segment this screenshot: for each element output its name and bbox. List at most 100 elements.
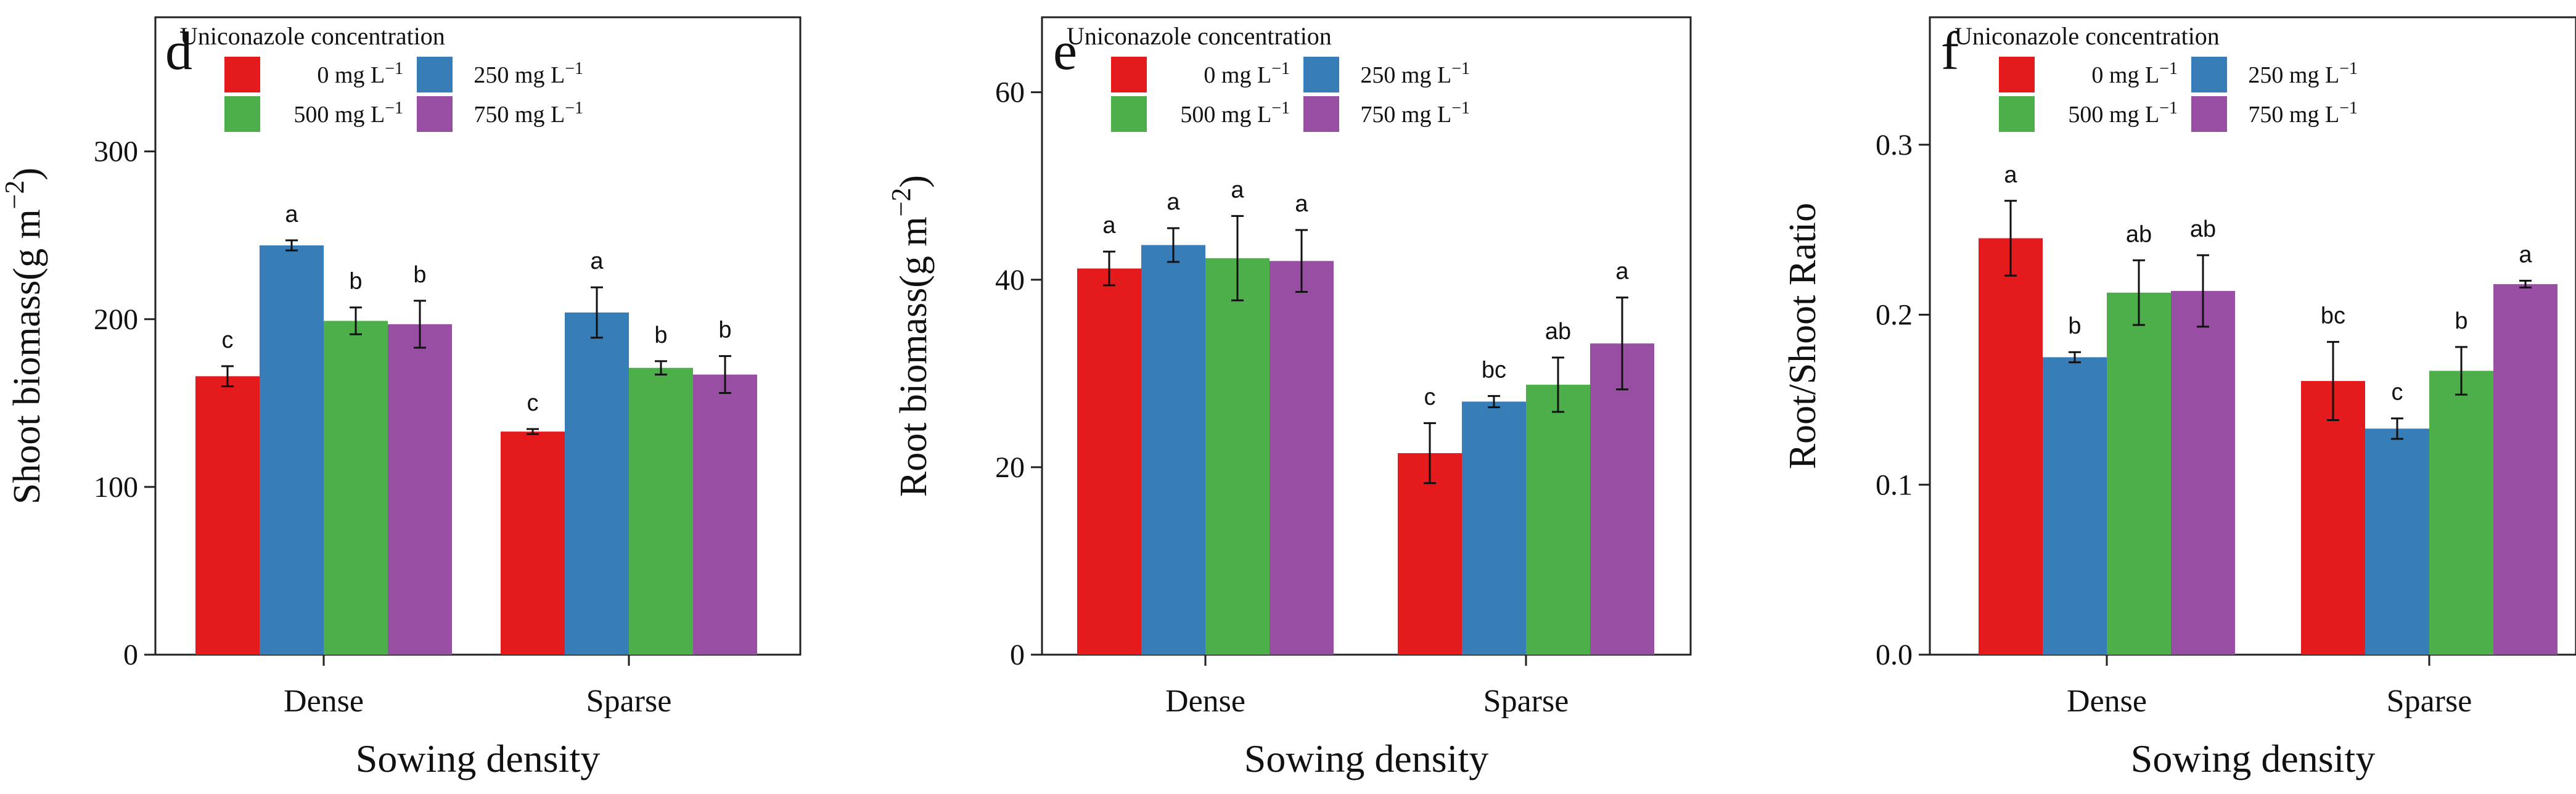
significance-letter: a xyxy=(2519,242,2532,268)
significance-letter: bc xyxy=(2321,303,2345,329)
significance-letter: c xyxy=(222,327,234,353)
x-tick-label: Sparse xyxy=(1483,684,1569,719)
legend-key xyxy=(2191,57,2227,92)
bar-sparse-2 xyxy=(1526,385,1590,655)
significance-letter: b xyxy=(413,262,426,288)
legend-title: Uniconazole concentration xyxy=(180,22,445,50)
significance-letter: c xyxy=(1424,384,1436,410)
error-bar xyxy=(1103,250,1115,287)
x-tick-label: Dense xyxy=(2067,684,2147,719)
error-bar xyxy=(2519,279,2532,289)
error-bar xyxy=(1616,297,1628,391)
legend-key xyxy=(1999,96,2035,132)
legend-label: 250 mg L−1 xyxy=(1360,59,1470,88)
plot-frame xyxy=(1929,16,2576,656)
significance-letter: a xyxy=(1167,189,1180,215)
x-axis-title: Sowing density xyxy=(356,737,600,780)
significance-letter: c xyxy=(527,390,539,416)
legend: Uniconazole concentration 0 mg L−1 250 mg … xyxy=(180,22,583,132)
significance-letter: a xyxy=(2004,162,2017,188)
legend-key xyxy=(1111,57,1147,92)
bar-sparse-3 xyxy=(2493,284,2558,655)
error-bar xyxy=(1424,422,1436,485)
legend-label: 500 mg L−1 xyxy=(1180,99,1290,128)
y-tick-label: 20 xyxy=(995,451,1025,484)
y-tick-label: 200 xyxy=(94,303,138,336)
error-bar xyxy=(221,365,234,388)
bar-dense-2 xyxy=(2107,292,2171,655)
significance-letter: ab xyxy=(2126,221,2152,247)
legend-title: Uniconazole concentration xyxy=(1955,22,2220,50)
significance-letter: b xyxy=(718,317,731,343)
legend-key xyxy=(1999,57,2035,92)
bar-dense-2 xyxy=(324,321,388,655)
legend-label: 500 mg L−1 xyxy=(293,99,403,128)
x-tick-label: Sparse xyxy=(586,684,672,719)
error-bar xyxy=(1552,356,1564,413)
legend-title: Uniconazole concentration xyxy=(1067,22,1332,50)
legend-label: 0 mg L−1 xyxy=(317,59,403,88)
y-tick-label: 60 xyxy=(995,76,1025,109)
error-bar xyxy=(527,428,539,435)
significance-letter: bc xyxy=(1482,357,1506,383)
bar-sparse-2 xyxy=(629,367,693,655)
legend-key xyxy=(224,96,260,132)
bar-dense-0 xyxy=(195,376,260,655)
legend-key xyxy=(417,96,453,132)
significance-letter: ab xyxy=(1545,319,1571,345)
bar-dense-1 xyxy=(2043,357,2107,655)
bar-dense-3 xyxy=(388,324,452,655)
legend-label: 250 mg L−1 xyxy=(2248,59,2358,88)
y-axis-title: Shoot biomass(g m−2) xyxy=(0,168,48,504)
error-bar xyxy=(1488,395,1500,409)
bar-sparse-1 xyxy=(2365,428,2429,655)
legend-label: 500 mg L−1 xyxy=(2068,99,2178,128)
legend-label: 250 mg L−1 xyxy=(474,59,583,88)
y-tick-label: 0 xyxy=(1010,639,1025,671)
error-bar xyxy=(414,300,426,349)
bar-sparse-0 xyxy=(1398,453,1462,655)
error-bar xyxy=(2004,200,2017,277)
error-bar xyxy=(1167,227,1179,263)
bar-sparse-3 xyxy=(1590,343,1654,655)
error-bar xyxy=(719,355,731,395)
significance-letter: a xyxy=(590,248,604,274)
legend: Uniconazole concentration 0 mg L−1 250 mg … xyxy=(1955,22,2358,132)
error-bar xyxy=(2069,351,2081,364)
bar-sparse-0 xyxy=(501,432,565,655)
error-bar xyxy=(2327,341,2339,421)
panel-letter: d xyxy=(165,22,192,81)
bar-dense-2 xyxy=(1205,258,1270,655)
error-bar xyxy=(2455,346,2467,396)
panel-letter: f xyxy=(1941,22,1959,81)
y-axis-title: Root biomass(g m−2) xyxy=(886,175,935,497)
y-tick-label: 0.1 xyxy=(1876,469,1913,501)
plot-frame xyxy=(1041,16,1692,656)
y-tick-label: 0.2 xyxy=(1876,299,1913,332)
legend-label: 0 mg L−1 xyxy=(1204,59,1290,88)
error-bar xyxy=(655,360,667,376)
error-bar xyxy=(2133,259,2145,326)
panel-d: 0 100 200 300 c c a a b b b b Dense Sparse Sowing dens… xyxy=(0,16,802,780)
y-axis-title: Root/Shoot Ratio xyxy=(1782,203,1824,469)
y-tick-label: 300 xyxy=(94,136,138,168)
panel-e: 0 20 40 60 a c a bc a ab a a Dense Sparse Sowing densi… xyxy=(886,16,1692,780)
legend-label: 0 mg L−1 xyxy=(2091,59,2178,88)
legend: Uniconazole concentration 0 mg L−1 250 mg … xyxy=(1067,22,1470,132)
error-bar xyxy=(1295,229,1308,293)
significance-letter: a xyxy=(1102,213,1116,239)
y-tick-label: 40 xyxy=(995,264,1025,297)
legend-key xyxy=(2191,96,2227,132)
bar-sparse-2 xyxy=(2429,370,2493,655)
x-axis-title: Sowing density xyxy=(1244,737,1488,780)
significance-letter: a xyxy=(1231,177,1244,203)
error-bar xyxy=(2197,254,2209,328)
y-tick-label: 0.0 xyxy=(1876,639,1913,671)
bar-sparse-0 xyxy=(2301,381,2365,655)
x-tick-label: Sparse xyxy=(2387,684,2472,719)
error-bar xyxy=(285,239,298,252)
x-tick-label: Dense xyxy=(284,684,364,719)
bar-dense-3 xyxy=(1270,261,1334,655)
bar-dense-3 xyxy=(2171,290,2235,655)
